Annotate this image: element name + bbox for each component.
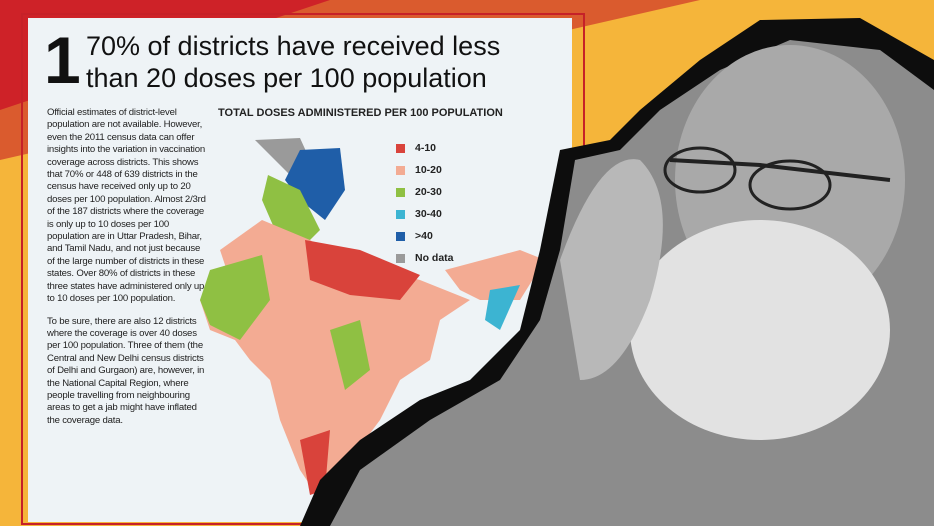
legend-label: No data [415, 252, 454, 264]
section-number: 1 [44, 23, 81, 97]
paragraph: Official estimates of district-level pop… [47, 107, 206, 305]
headline: 70% of districts have received less than… [86, 31, 501, 93]
legend-item: 10-20 [396, 159, 454, 181]
legend-item: 30-40 [396, 203, 454, 225]
legend-label: 4-10 [415, 142, 437, 154]
legend: 4-10 10-20 20-30 30-40 >40 No data [396, 137, 454, 269]
legend-swatch [396, 209, 405, 219]
legend-label: 30-40 [415, 208, 442, 220]
body-text: Official estimates of district-level pop… [47, 107, 209, 437]
legend-swatch [396, 253, 405, 263]
legend-swatch [396, 143, 405, 153]
legend-item: 20-30 [396, 181, 454, 203]
legend-label: >40 [415, 230, 433, 242]
legend-swatch [396, 165, 405, 175]
legend-swatch [396, 231, 405, 241]
legend-item: 4-10 [396, 137, 454, 159]
map-title: TOTAL DOSES ADMINISTERED PER 100 POPULAT… [218, 107, 503, 119]
legend-item: >40 [396, 225, 454, 247]
portrait [300, 18, 934, 526]
paragraph: To be sure, there are also 12 districts … [47, 315, 205, 426]
legend-swatch [396, 187, 405, 197]
legend-label: 20-30 [415, 186, 442, 198]
legend-item: No data [396, 247, 454, 269]
legend-label: 10-20 [415, 164, 442, 176]
